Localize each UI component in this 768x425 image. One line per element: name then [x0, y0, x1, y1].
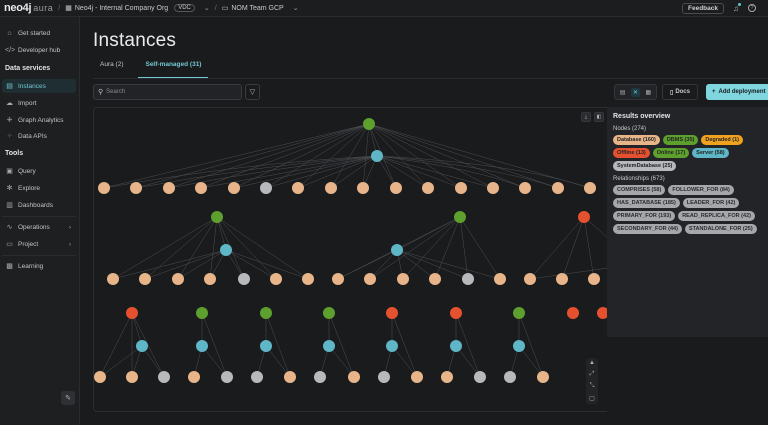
sidebar-divider [2, 255, 76, 256]
explore-icon: ✻ [6, 185, 13, 192]
instance-tabs: Aura (2) Self-managed (31) [93, 61, 209, 78]
building-icon: ▦ [65, 5, 72, 12]
zoom-controls: ▲ ⤢ ⤡ ▢ [586, 358, 598, 404]
sidebar-item-get-started[interactable]: ⌂ Get started [2, 26, 76, 40]
project-selector[interactable]: ▭ NOM Team GCP ⌄ [221, 4, 299, 13]
download-button[interactable]: ⤓ [581, 112, 591, 122]
chip-degraded[interactable]: Degraded (1) [701, 135, 743, 145]
sidebar-item-developer-hub[interactable]: </> Developer hub [5, 46, 61, 54]
chevron-down-icon: ⌄ [292, 5, 299, 12]
code-icon: </> [5, 46, 16, 54]
fit-icon[interactable]: ⤡ [589, 382, 595, 389]
graph-visualization[interactable] [94, 108, 607, 412]
tab-self-managed[interactable]: Self-managed (31) [138, 61, 209, 78]
add-deployment-button[interactable]: + Add deployment [706, 84, 768, 100]
sidebar-item-learning[interactable]: ▩ Learning [6, 262, 44, 271]
node-chips: Database (160) DBMS (35) Degraded (1) Of… [613, 135, 762, 171]
pin-sidebar-button[interactable]: ✎ [61, 391, 75, 405]
chip-standalone-for[interactable]: STANDALONE_FOR (25) [684, 224, 757, 234]
cloud-upload-icon: ☁ [6, 100, 13, 107]
top-bar: neo4j aura / ▦ Neo4j - Internal Company … [0, 0, 768, 17]
learning-icon: ▩ [6, 263, 13, 270]
home-icon: ⌂ [7, 29, 12, 37]
notifications-bell-icon[interactable]: ♫ [733, 2, 741, 13]
filter-button[interactable]: ▽ [245, 84, 260, 100]
page-title: Instances [93, 30, 177, 51]
sidebar-item-dashboards[interactable]: ▥ Dashboards [6, 201, 54, 210]
sidebar-item-project[interactable]: ▭ Project › [6, 240, 71, 249]
folder-icon: ▭ [6, 241, 13, 248]
tabs-divider [93, 78, 768, 79]
dashboard-icon: ▥ [6, 202, 13, 209]
org-badge: VDC [174, 4, 195, 12]
docs-button[interactable]: ▯ Docs [662, 84, 698, 100]
plus-icon: + [712, 89, 716, 95]
chip-has-database[interactable]: HAS_DATABASE (185) [613, 198, 680, 208]
chip-offline[interactable]: Offline (13) [613, 148, 650, 158]
sidebar-item-graph-analytics[interactable]: ⁜ Graph Analytics [6, 116, 64, 125]
breadcrumb-separator: / [214, 4, 217, 12]
tab-aura[interactable]: Aura (2) [100, 61, 124, 68]
chevron-down-icon: ⌄ [203, 5, 210, 12]
main-content: Instances Aura (2) Self-managed (31) ⚲ S… [81, 17, 768, 425]
help-icon[interactable]: ? [748, 4, 756, 12]
chevron-right-icon: › [68, 223, 71, 231]
chip-secondary-for[interactable]: SECONDARY_FOR (44) [613, 224, 682, 234]
sidebar: ⌂ Get started </> Developer hub Data ser… [0, 17, 80, 425]
graph-view-icon[interactable]: ✕ [630, 87, 640, 97]
chip-online[interactable]: Online (17) [652, 148, 690, 158]
sidebar-item-explore[interactable]: ✻ Explore [6, 184, 41, 193]
results-overview-panel: Results overview Nodes (274) Database (1… [607, 107, 768, 337]
toggle-panel-button[interactable]: ◧ [594, 112, 604, 122]
filter-icon: ▽ [249, 89, 256, 96]
search-icon: ⚲ [98, 89, 104, 96]
chip-follower-for[interactable]: FOLLOWER_FOR (84) [668, 185, 734, 195]
book-icon: ▯ [670, 89, 674, 96]
chip-leader-for[interactable]: LEADER_FOR (42) [682, 198, 740, 208]
nodes-label: Nodes (274) [613, 126, 647, 132]
folder-icon: ▭ [221, 5, 229, 12]
expand-icon[interactable]: ⤢ [589, 371, 595, 378]
results-title: Results overview [613, 113, 671, 120]
chip-read-replica-for[interactable]: READ_REPLICA_FOR (42) [678, 211, 755, 221]
chip-database[interactable]: Database (160) [613, 135, 660, 145]
pin-icon: ✎ [65, 395, 71, 402]
sidebar-item-data-apis[interactable]: ⁘ Data APIs [6, 132, 47, 141]
chip-system-database[interactable]: SystemDatabase (25) [613, 161, 677, 171]
grid-view-icon[interactable]: ▦ [645, 89, 652, 96]
api-icon: ⁘ [6, 133, 13, 140]
section-heading-tools: Tools [5, 150, 24, 157]
sidebar-item-import[interactable]: ☁ Import [6, 99, 37, 108]
feedback-button[interactable]: Feedback [682, 2, 724, 14]
section-heading-data-services: Data services [5, 65, 51, 72]
zoom-in-icon[interactable]: ▲ [589, 360, 595, 367]
database-icon: ▤ [6, 83, 13, 90]
chip-server[interactable]: Server (58) [692, 148, 729, 158]
chip-comprises[interactable]: COMPRISES (58) [613, 185, 666, 195]
sidebar-divider [2, 216, 76, 217]
pulse-icon: ∿ [6, 224, 13, 231]
neo4j-aura-logo[interactable]: neo4j aura [4, 2, 54, 14]
query-icon: ▣ [6, 168, 13, 175]
view-switcher: ▤ ✕ ▦ [614, 84, 657, 100]
sidebar-item-query[interactable]: ▣ Query [6, 167, 36, 176]
chip-dbms[interactable]: DBMS (35) [662, 135, 699, 145]
relationships-label: Relationships (673) [613, 176, 665, 182]
sidebar-item-operations[interactable]: ∿ Operations › [6, 223, 71, 232]
breadcrumb-separator: / [58, 4, 61, 12]
relationship-chips: COMPRISES (58) FOLLOWER_FOR (84) HAS_DAT… [613, 185, 762, 234]
reset-icon[interactable]: ▢ [589, 395, 595, 402]
sidebar-item-instances[interactable]: ▤ Instances [2, 79, 76, 93]
graph-canvas[interactable]: ⤓ ◧ ▲ ⤢ ⤡ ▢ [93, 107, 607, 412]
panel-icon: ◧ [596, 114, 602, 120]
graph-nodes [94, 118, 607, 383]
table-view-icon[interactable]: ▤ [619, 89, 626, 96]
chevron-right-icon: › [68, 240, 71, 248]
download-icon: ⤓ [584, 114, 588, 120]
chip-primary-for[interactable]: PRIMARY_FOR (193) [613, 211, 676, 221]
graph-analytics-icon: ⁜ [6, 117, 13, 124]
search-input[interactable]: ⚲ Search [93, 84, 242, 100]
notification-dot [738, 2, 741, 6]
org-selector[interactable]: ▦ Neo4j - Internal Company Org VDC ⌄ [65, 4, 210, 12]
